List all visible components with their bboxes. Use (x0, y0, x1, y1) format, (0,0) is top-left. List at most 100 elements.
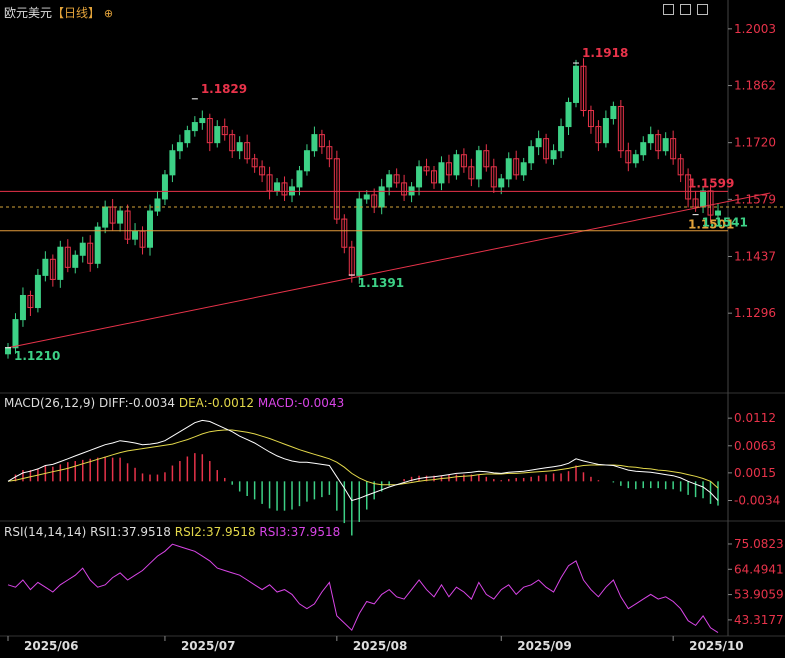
candle-body[interactable] (124, 210, 131, 240)
candle-body[interactable] (169, 150, 176, 176)
candle-body[interactable] (12, 319, 19, 349)
candle-body[interactable] (401, 182, 408, 196)
candle-body[interactable] (483, 150, 490, 168)
candle-body[interactable] (109, 206, 116, 224)
candle-body[interactable] (363, 194, 370, 200)
candle-body[interactable] (580, 65, 587, 111)
candle-body[interactable] (632, 154, 639, 164)
candle-body[interactable] (475, 150, 482, 180)
candle-body[interactable] (42, 258, 49, 276)
candle-body[interactable] (505, 158, 512, 180)
candle-body[interactable] (685, 174, 692, 200)
candle-body[interactable] (274, 182, 281, 192)
candle-body[interactable] (513, 158, 520, 176)
candle-body[interactable] (296, 170, 303, 188)
candle-body[interactable] (535, 138, 542, 148)
candle-body[interactable] (528, 146, 535, 164)
candle-body[interactable] (206, 118, 213, 144)
candle-body[interactable] (161, 174, 168, 200)
candle-body[interactable] (236, 142, 243, 152)
candle-body[interactable] (176, 142, 183, 152)
candle-body[interactable] (79, 242, 86, 256)
candle-body[interactable] (244, 142, 251, 160)
candle-body[interactable] (199, 118, 206, 124)
candle-body[interactable] (416, 166, 423, 188)
candle-body[interactable] (468, 166, 475, 180)
candle-body[interactable] (670, 138, 677, 160)
candle-body[interactable] (19, 294, 26, 321)
candle-body[interactable] (647, 134, 654, 144)
candle-body[interactable] (147, 210, 153, 248)
restore-icon[interactable] (663, 4, 674, 15)
candle-body[interactable] (438, 162, 445, 184)
candle-body[interactable] (132, 230, 139, 240)
price-panel[interactable]: 1.1599 1.1501 1.1210 1.1829 1.1391 1.1918 1.15… (0, 46, 785, 363)
candle-body[interactable] (595, 126, 602, 144)
candle-body[interactable] (453, 154, 460, 176)
candle-body[interactable] (5, 347, 11, 355)
candle-body[interactable] (423, 166, 430, 172)
candle-body[interactable] (229, 134, 236, 152)
candle-body[interactable] (259, 166, 266, 176)
candle-body[interactable] (341, 218, 348, 248)
candle-body[interactable] (543, 138, 550, 160)
candle-body[interactable] (655, 134, 662, 152)
candle-body[interactable] (587, 109, 594, 128)
candle-body[interactable] (460, 154, 467, 168)
candle-body[interactable] (154, 198, 161, 212)
candle-body[interactable] (640, 142, 647, 156)
trendline[interactable] (7, 192, 771, 349)
candle-body[interactable] (490, 166, 497, 188)
candle-body[interactable] (386, 174, 393, 188)
candle-body[interactable] (573, 65, 579, 103)
candle-body[interactable] (431, 170, 437, 184)
candle-body[interactable] (356, 198, 363, 276)
candle-body[interactable] (72, 254, 79, 268)
candle-body[interactable] (662, 138, 669, 152)
candle-body[interactable] (94, 226, 101, 264)
candle-body[interactable] (378, 186, 385, 208)
dea-line[interactable] (7, 429, 719, 489)
macd-panel[interactable] (7, 419, 719, 536)
candle-body[interactable] (625, 150, 632, 164)
candle-body[interactable] (617, 105, 624, 152)
candle-body[interactable] (64, 246, 71, 268)
candle-body[interactable] (117, 210, 124, 224)
maximize-icon[interactable] (680, 4, 691, 15)
candle-body[interactable] (303, 150, 310, 172)
candle-body[interactable] (27, 294, 34, 309)
candle-body[interactable] (251, 158, 258, 168)
candle-body[interactable] (57, 246, 64, 280)
candle-body[interactable] (602, 118, 609, 144)
candle-body[interactable] (281, 182, 288, 196)
candle-body[interactable] (677, 158, 684, 176)
rsi-line[interactable] (7, 543, 719, 634)
candle-body[interactable] (692, 198, 699, 208)
candle-body[interactable] (498, 178, 505, 188)
candle-body[interactable] (34, 274, 41, 309)
candle-body[interactable] (214, 126, 221, 144)
diff-line[interactable] (7, 419, 719, 502)
candle-body[interactable] (326, 146, 333, 160)
candle-body[interactable] (311, 134, 318, 152)
candle-body[interactable] (715, 210, 721, 216)
candle-body[interactable] (550, 150, 557, 160)
candle-body[interactable] (318, 134, 325, 148)
candle-body[interactable] (445, 162, 452, 176)
candle-body[interactable] (221, 126, 228, 136)
rsi-panel[interactable] (7, 543, 719, 634)
candle-body[interactable] (700, 190, 707, 208)
close-icon[interactable] (697, 4, 708, 15)
period-label[interactable]: 【日线】 (52, 6, 101, 20)
candle-body[interactable] (393, 174, 400, 184)
candle-body[interactable] (87, 242, 94, 264)
candle-body[interactable] (49, 258, 56, 280)
candle-body[interactable] (558, 126, 565, 152)
candle-body[interactable] (565, 101, 572, 128)
candle-body[interactable] (520, 162, 527, 176)
candle-body[interactable] (184, 130, 191, 144)
candle-body[interactable] (610, 105, 617, 120)
candle-body[interactable] (191, 122, 198, 132)
crosshair-icon[interactable]: ⊕ (103, 7, 114, 20)
